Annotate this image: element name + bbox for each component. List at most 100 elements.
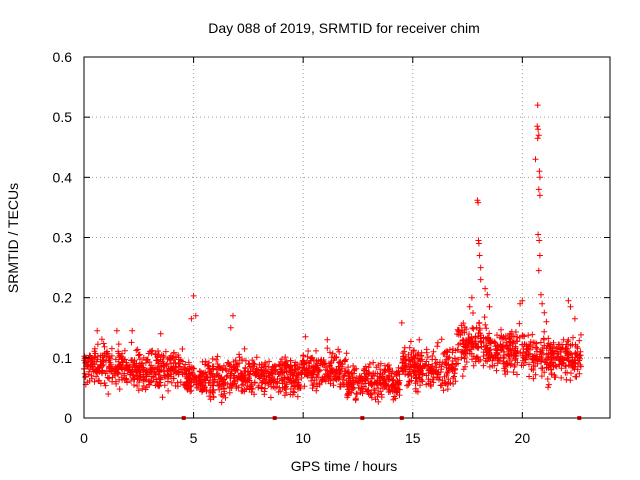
data-point bbox=[406, 344, 413, 351]
data-point bbox=[400, 365, 407, 372]
data-point bbox=[360, 367, 367, 374]
data-point bbox=[454, 346, 461, 353]
data-point bbox=[281, 392, 288, 399]
data-point bbox=[351, 370, 357, 377]
data-point bbox=[503, 359, 510, 366]
data-point bbox=[303, 366, 309, 373]
data-point bbox=[353, 365, 360, 372]
data-point bbox=[526, 361, 532, 368]
data-point bbox=[519, 297, 526, 304]
data-point bbox=[445, 380, 452, 387]
data-point bbox=[218, 399, 225, 406]
data-point bbox=[405, 351, 412, 358]
data-point bbox=[210, 394, 217, 401]
data-point bbox=[494, 360, 501, 367]
data-point bbox=[477, 276, 484, 283]
data-point bbox=[97, 380, 104, 387]
data-point bbox=[301, 360, 308, 367]
x-tick-label: 5 bbox=[190, 430, 198, 446]
data-point bbox=[475, 333, 482, 340]
data-point bbox=[367, 379, 374, 386]
data-point bbox=[216, 365, 223, 372]
data-point bbox=[276, 362, 283, 369]
data-point bbox=[282, 363, 289, 370]
data-point bbox=[226, 361, 232, 368]
data-point bbox=[156, 369, 163, 375]
data-point bbox=[192, 312, 199, 319]
data-point bbox=[536, 237, 543, 244]
data-point bbox=[290, 378, 297, 385]
data-point bbox=[454, 326, 461, 333]
data-point bbox=[536, 192, 543, 199]
data-point bbox=[563, 341, 570, 348]
data-point bbox=[235, 384, 242, 391]
data-point bbox=[92, 350, 99, 357]
data-point bbox=[506, 356, 513, 362]
data-point bbox=[441, 349, 448, 356]
data-point bbox=[271, 367, 278, 374]
data-point bbox=[450, 375, 457, 381]
data-point bbox=[538, 365, 545, 372]
data-point bbox=[432, 360, 439, 367]
data-point bbox=[522, 356, 529, 363]
data-point bbox=[576, 337, 583, 344]
data-point bbox=[460, 366, 467, 373]
data-point bbox=[157, 376, 164, 383]
data-point bbox=[319, 376, 326, 383]
data-point bbox=[121, 370, 128, 377]
data-point bbox=[533, 344, 539, 351]
data-point bbox=[441, 360, 448, 367]
data-point bbox=[169, 354, 176, 361]
data-point bbox=[425, 367, 432, 374]
data-point bbox=[492, 343, 499, 350]
data-point bbox=[152, 370, 159, 377]
data-point bbox=[104, 374, 111, 381]
data-point bbox=[444, 386, 451, 393]
data-point bbox=[348, 382, 355, 389]
data-point bbox=[419, 356, 426, 363]
data-point bbox=[384, 363, 391, 370]
data-point bbox=[186, 376, 193, 382]
data-point bbox=[399, 364, 406, 371]
data-point bbox=[472, 338, 478, 345]
x-tick-labels: 0 5 10 15 20 bbox=[80, 430, 530, 446]
data-point bbox=[155, 359, 162, 365]
data-point bbox=[307, 357, 314, 364]
data-point bbox=[186, 378, 192, 385]
data-point bbox=[452, 378, 459, 385]
data-point bbox=[455, 356, 462, 363]
data-point bbox=[484, 291, 491, 298]
x-tick-label: 15 bbox=[405, 430, 421, 446]
data-point bbox=[91, 378, 98, 385]
data-point bbox=[424, 354, 431, 361]
data-point bbox=[451, 355, 458, 362]
data-point bbox=[418, 352, 425, 359]
data-points-layer bbox=[81, 102, 584, 406]
data-point bbox=[140, 376, 147, 383]
data-point bbox=[216, 381, 223, 388]
data-point bbox=[536, 168, 543, 175]
data-point bbox=[570, 334, 576, 341]
data-point bbox=[94, 327, 101, 334]
data-point bbox=[130, 361, 136, 368]
data-point bbox=[494, 351, 500, 358]
data-point bbox=[142, 386, 149, 393]
data-point bbox=[204, 362, 211, 369]
data-point bbox=[208, 370, 215, 377]
data-point bbox=[463, 344, 470, 351]
data-point bbox=[187, 388, 194, 395]
data-point bbox=[506, 346, 513, 353]
data-point bbox=[377, 374, 384, 381]
data-point bbox=[438, 336, 445, 343]
data-point bbox=[385, 373, 392, 380]
data-point bbox=[527, 346, 533, 353]
data-point bbox=[343, 350, 350, 357]
data-point bbox=[165, 387, 172, 394]
data-point bbox=[477, 356, 484, 363]
data-point bbox=[143, 367, 150, 374]
data-point bbox=[247, 368, 254, 375]
data-point bbox=[310, 364, 317, 371]
data-point bbox=[122, 375, 129, 382]
data-point bbox=[113, 327, 120, 334]
